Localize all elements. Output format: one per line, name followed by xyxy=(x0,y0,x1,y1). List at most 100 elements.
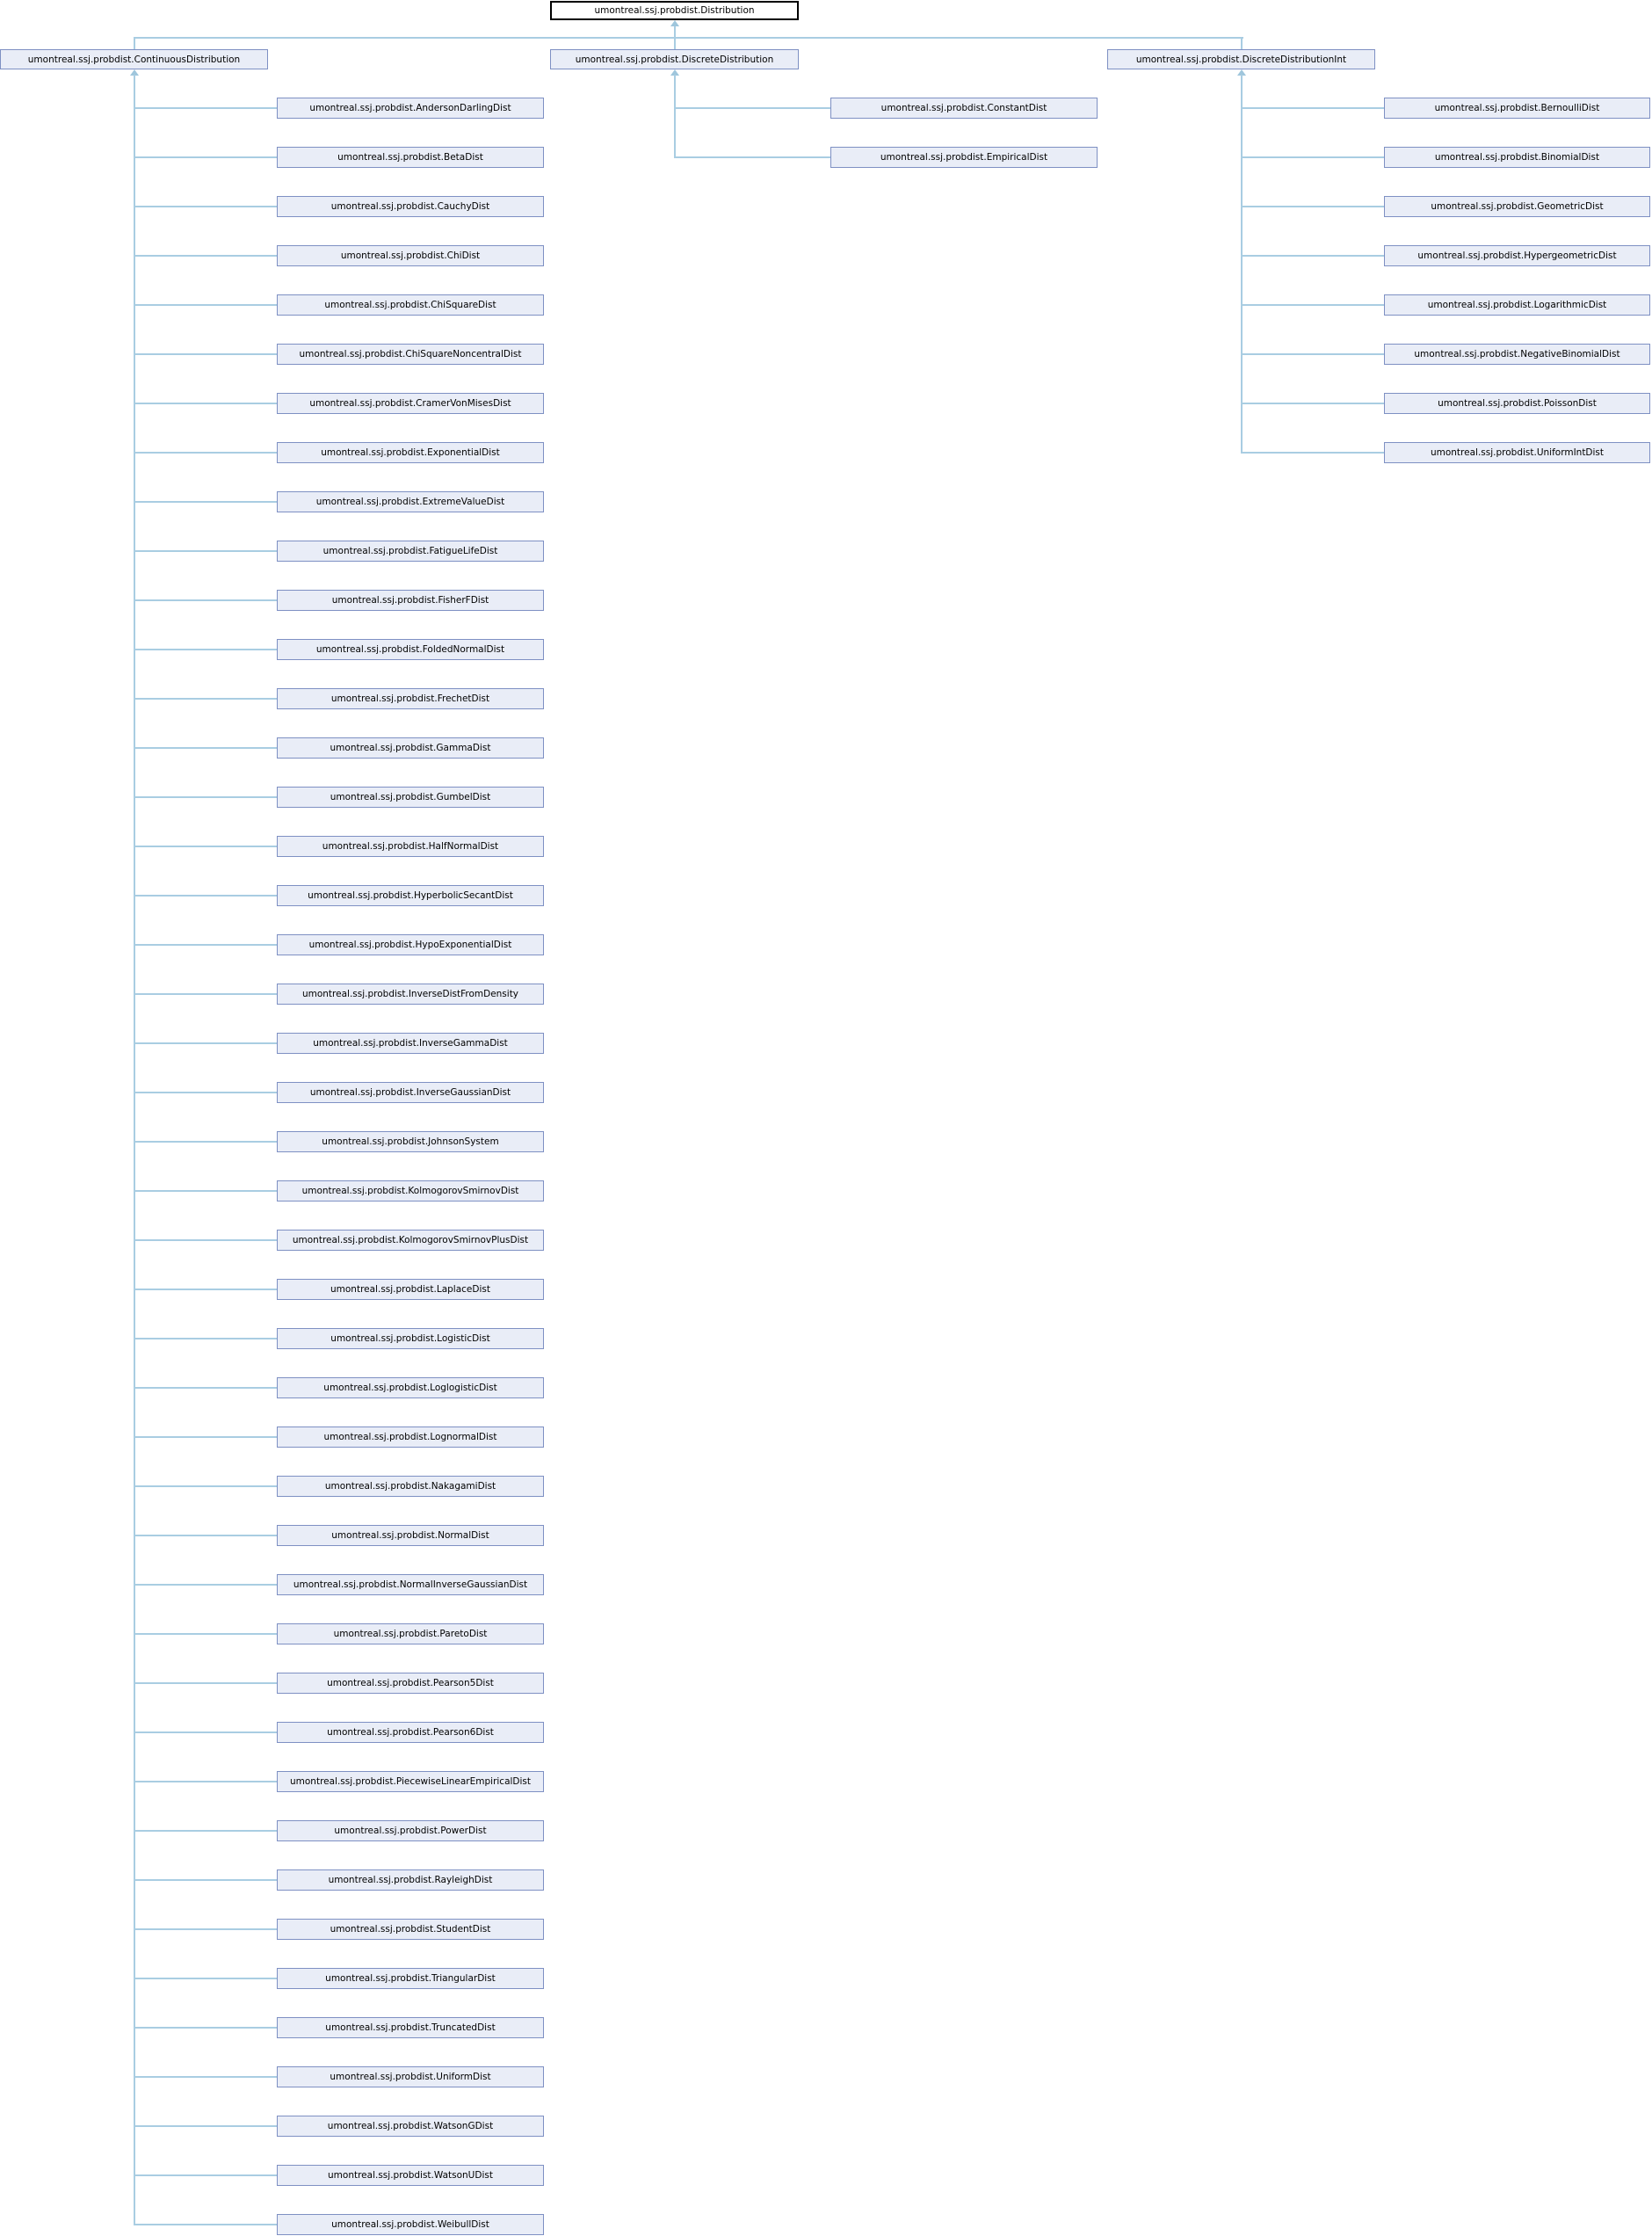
connector-line xyxy=(1242,452,1384,454)
class-box[interactable]: umontreal.ssj.probdist.CramerVonMisesDis… xyxy=(277,393,544,414)
connector-line xyxy=(134,1190,277,1192)
class-box[interactable]: umontreal.ssj.probdist.StudentDist xyxy=(277,1919,544,1940)
class-box[interactable]: umontreal.ssj.probdist.ExponentialDist xyxy=(277,442,544,463)
class-box[interactable]: umontreal.ssj.probdist.Pearson5Dist xyxy=(277,1673,544,1694)
class-box[interactable]: umontreal.ssj.probdist.GeometricDist xyxy=(1384,196,1650,217)
class-box[interactable]: umontreal.ssj.probdist.NakagamiDist xyxy=(277,1476,544,1497)
class-box[interactable]: umontreal.ssj.probdist.LoglogisticDist xyxy=(277,1377,544,1398)
class-box[interactable]: umontreal.ssj.probdist.NormalInverseGaus… xyxy=(277,1574,544,1595)
class-box[interactable]: umontreal.ssj.probdist.RayleighDist xyxy=(277,1869,544,1891)
inheritance-arrow-icon xyxy=(670,69,679,76)
connector-line xyxy=(134,1042,277,1044)
connector-line xyxy=(1242,255,1384,257)
class-box[interactable]: umontreal.ssj.probdist.BinomialDist xyxy=(1384,147,1650,168)
class-box[interactable]: umontreal.ssj.probdist.InverseGaussianDi… xyxy=(277,1082,544,1103)
connector-line xyxy=(134,1682,277,1684)
connector-line xyxy=(674,37,676,49)
connector-line xyxy=(134,156,277,158)
class-box[interactable]: umontreal.ssj.probdist.HyperbolicSecantD… xyxy=(277,885,544,906)
class-box[interactable]: umontreal.ssj.probdist.InverseDistFromDe… xyxy=(277,984,544,1005)
connector-line xyxy=(134,304,277,306)
class-box[interactable]: umontreal.ssj.probdist.CauchyDist xyxy=(277,196,544,217)
connector-line xyxy=(1242,353,1384,355)
class-box[interactable]: umontreal.ssj.probdist.FisherFDist xyxy=(277,590,544,611)
class-box[interactable]: umontreal.ssj.probdist.TriangularDist xyxy=(277,1968,544,1989)
class-box[interactable]: umontreal.ssj.probdist.FoldedNormalDist xyxy=(277,639,544,660)
connector-line xyxy=(134,698,277,700)
class-box[interactable]: umontreal.ssj.probdist.TruncatedDist xyxy=(277,2017,544,2038)
class-box[interactable]: umontreal.ssj.probdist.WatsonUDist xyxy=(277,2165,544,2186)
inheritance-arrow-icon xyxy=(130,69,139,76)
connector-line xyxy=(134,1781,277,1782)
class-box[interactable]: umontreal.ssj.probdist.PoissonDist xyxy=(1384,393,1650,414)
class-box[interactable]: umontreal.ssj.probdist.JohnsonSystem xyxy=(277,1131,544,1152)
class-box[interactable]: umontreal.ssj.probdist.NormalDist xyxy=(277,1525,544,1546)
class-box[interactable]: umontreal.ssj.probdist.LaplaceDist xyxy=(277,1279,544,1300)
class-box[interactable]: umontreal.ssj.probdist.KolmogorovSmirnov… xyxy=(277,1230,544,1251)
class-box[interactable]: umontreal.ssj.probdist.FatigueLifeDist xyxy=(277,541,544,562)
connector-line xyxy=(134,550,277,552)
class-box[interactable]: umontreal.ssj.probdist.HalfNormalDist xyxy=(277,836,544,857)
class-box[interactable]: umontreal.ssj.probdist.InverseGammaDist xyxy=(277,1033,544,1054)
connector-line xyxy=(134,37,135,49)
inheritance-arrow-icon xyxy=(670,20,679,26)
connector-line xyxy=(1242,206,1384,207)
class-box[interactable]: umontreal.ssj.probdist.HypergeometricDis… xyxy=(1384,245,1650,266)
class-box[interactable]: umontreal.ssj.probdist.LogarithmicDist xyxy=(1384,294,1650,316)
class-box[interactable]: umontreal.ssj.probdist.BetaDist xyxy=(277,147,544,168)
class-box[interactable]: umontreal.ssj.probdist.HypoExponentialDi… xyxy=(277,934,544,955)
class-box[interactable]: umontreal.ssj.probdist.ChiDist xyxy=(277,245,544,266)
class-box[interactable]: umontreal.ssj.probdist.ConstantDist xyxy=(830,98,1098,119)
connector-line xyxy=(134,993,277,995)
connector-line xyxy=(675,107,830,109)
parent-class-box-discrete-distribution[interactable]: umontreal.ssj.probdist.DiscreteDistribut… xyxy=(550,49,799,69)
connector-line xyxy=(1242,403,1384,404)
connector-line xyxy=(674,25,676,39)
class-box[interactable]: umontreal.ssj.probdist.LognormalDist xyxy=(277,1427,544,1448)
connector-line xyxy=(134,2027,277,2029)
class-box[interactable]: umontreal.ssj.probdist.BernoulliDist xyxy=(1384,98,1650,119)
class-box[interactable]: umontreal.ssj.probdist.GumbelDist xyxy=(277,787,544,808)
class-box[interactable]: umontreal.ssj.probdist.UniformDist xyxy=(277,2066,544,2087)
connector-line xyxy=(134,1289,277,1290)
class-box[interactable]: umontreal.ssj.probdist.UniformIntDist xyxy=(1384,442,1650,463)
connector-line xyxy=(134,599,277,601)
connector-line xyxy=(134,2125,277,2127)
class-box[interactable]: umontreal.ssj.probdist.ChiSquareNoncentr… xyxy=(277,344,544,365)
class-box[interactable]: umontreal.ssj.probdist.LogisticDist xyxy=(277,1328,544,1349)
class-box[interactable]: umontreal.ssj.probdist.Pearson6Dist xyxy=(277,1722,544,1743)
class-box[interactable]: umontreal.ssj.probdist.AndersonDarlingDi… xyxy=(277,98,544,119)
class-box[interactable]: umontreal.ssj.probdist.GammaDist xyxy=(277,737,544,759)
class-box[interactable]: umontreal.ssj.probdist.EmpiricalDist xyxy=(830,147,1098,168)
class-box[interactable]: umontreal.ssj.probdist.ExtremeValueDist xyxy=(277,491,544,512)
connector-line xyxy=(134,2174,277,2176)
connector-line xyxy=(134,1239,277,1241)
class-box[interactable]: umontreal.ssj.probdist.WeibullDist xyxy=(277,2214,544,2235)
class-box[interactable]: umontreal.ssj.probdist.NegativeBinomialD… xyxy=(1384,344,1650,365)
class-box[interactable]: umontreal.ssj.probdist.WatsonGDist xyxy=(277,2116,544,2137)
connector-line xyxy=(134,1928,277,1930)
connector-line xyxy=(134,1633,277,1635)
class-box[interactable]: umontreal.ssj.probdist.PiecewiseLinearEm… xyxy=(277,1771,544,1792)
connector-line xyxy=(134,1731,277,1733)
connector-line xyxy=(134,1879,277,1881)
class-box[interactable]: umontreal.ssj.probdist.PowerDist xyxy=(277,1820,544,1841)
connector-line xyxy=(134,452,277,454)
connector-line xyxy=(134,2224,277,2225)
class-box[interactable]: umontreal.ssj.probdist.KolmogorovSmirnov… xyxy=(277,1180,544,1201)
connector-line xyxy=(134,1978,277,1979)
parent-class-box-continuous-distribution[interactable]: umontreal.ssj.probdist.ContinuousDistrib… xyxy=(0,49,268,69)
connector-line xyxy=(134,2076,277,2078)
parent-class-box-discrete-distribution-int[interactable]: umontreal.ssj.probdist.DiscreteDistribut… xyxy=(1107,49,1375,69)
connector-line xyxy=(134,1338,277,1339)
class-box[interactable]: umontreal.ssj.probdist.FrechetDist xyxy=(277,688,544,709)
connector-line xyxy=(134,206,277,207)
class-box[interactable]: umontreal.ssj.probdist.ParetoDist xyxy=(277,1623,544,1644)
class-box[interactable]: umontreal.ssj.probdist.ChiSquareDist xyxy=(277,294,544,316)
connector-line xyxy=(134,501,277,503)
connector-line xyxy=(134,1584,277,1586)
inheritance-arrow-icon xyxy=(1237,69,1246,76)
connector-line xyxy=(134,1535,277,1536)
class-box-root[interactable]: umontreal.ssj.probdist.Distribution xyxy=(550,1,799,20)
